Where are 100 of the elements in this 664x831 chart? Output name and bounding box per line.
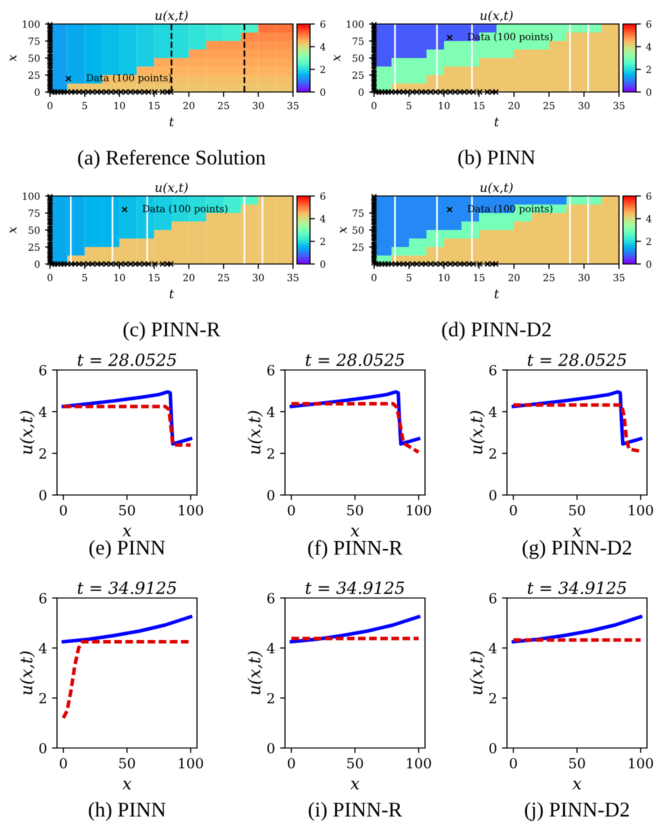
x-tick-label: 20 xyxy=(183,274,194,282)
x-axis-title: t xyxy=(494,118,500,126)
x-tick-label: 20 xyxy=(508,102,520,110)
y-tick-label: 4 xyxy=(488,406,497,417)
x-tick-label: 15 xyxy=(474,102,484,110)
y-tick-label: 100 xyxy=(22,20,40,28)
y-tick-label: 4 xyxy=(266,642,275,654)
y-tick-label: 4 xyxy=(38,406,47,417)
x-tick-label: 0 xyxy=(48,274,52,282)
chart-title: t = 28.0525 xyxy=(528,353,626,366)
x-axis-title: x xyxy=(350,780,360,790)
chart-title: u(x,t) xyxy=(155,10,188,22)
y-axis-title: u(x,t) xyxy=(248,410,263,454)
y-tick-label: 50 xyxy=(352,226,364,234)
x-tick-label: 15 xyxy=(149,274,160,282)
x-tick-label: 0 xyxy=(510,758,517,768)
y-tick-label: 75 xyxy=(28,210,40,217)
x-tick-label: 0 xyxy=(288,504,295,516)
color-bar-label: 2 xyxy=(320,238,325,246)
color-bar-label: 6 xyxy=(646,192,652,200)
y-tick-label: 25 xyxy=(28,71,40,79)
x-axis-title: x xyxy=(572,780,582,790)
x-tick-label: 15 xyxy=(474,274,484,282)
x-tick-label: 50 xyxy=(569,758,585,768)
color-bar-label: 0 xyxy=(320,260,326,268)
x-tick-label: 10 xyxy=(439,102,450,110)
y-tick-label: 100 xyxy=(22,192,40,200)
y-tick-label: 0 xyxy=(39,490,46,500)
color-bar-label: 2 xyxy=(646,66,651,74)
x-tick-label: 25 xyxy=(218,102,230,110)
x-tick-label: 50 xyxy=(119,758,135,768)
chart-title: u(x,t) xyxy=(155,182,188,194)
x-tick-label: 100 xyxy=(179,504,203,516)
x-tick-label: 0 xyxy=(288,758,295,768)
y-tick-label: 75 xyxy=(352,210,364,217)
x-tick-label: 100 xyxy=(407,758,431,768)
y-tick-label: 4 xyxy=(488,642,497,654)
y-axis-title: u(x,t) xyxy=(20,651,35,694)
x-tick-label: 100 xyxy=(629,758,653,768)
color-bar-label: 0 xyxy=(320,88,326,96)
x-tick-label: 25 xyxy=(543,274,554,282)
y-tick-label: 100 xyxy=(346,20,364,28)
y-axis-title: x xyxy=(10,226,16,234)
y-tick-label: 50 xyxy=(352,54,364,62)
x-tick-label: 35 xyxy=(614,102,624,110)
y-tick-label: 4 xyxy=(38,642,47,654)
x-tick-label: 30 xyxy=(578,274,590,282)
x-axis-title: x xyxy=(122,528,132,536)
text: (b) PINN xyxy=(458,150,536,169)
y-tick-label: 2 xyxy=(39,448,46,459)
x-tick-label: 100 xyxy=(629,504,653,516)
x-tick-label: 10 xyxy=(114,274,125,282)
color-bar-label: 6 xyxy=(320,20,326,28)
color-bar-label: 4 xyxy=(320,215,326,222)
y-axis-title: x xyxy=(334,54,340,62)
x-tick-label: 100 xyxy=(407,504,431,516)
chart-title: t = 28.0525 xyxy=(306,353,404,366)
chart-title: u(x,t) xyxy=(480,182,513,194)
y-axis-title: u(x,t) xyxy=(248,651,263,694)
x-tick-label: 35 xyxy=(288,102,298,110)
x-tick-label: 5 xyxy=(406,274,412,282)
chart-title: t = 34.9125 xyxy=(306,581,404,594)
y-tick-label: 6 xyxy=(489,592,496,604)
x-axis-title: t xyxy=(494,290,500,298)
y-tick-label: 6 xyxy=(489,364,496,376)
color-bar-label: 0 xyxy=(646,88,652,96)
x-tick-label: 50 xyxy=(119,504,135,516)
y-tick-label: 0 xyxy=(34,260,40,268)
chart-title: t = 34.9125 xyxy=(78,581,176,594)
x-tick-label: 5 xyxy=(82,102,88,110)
y-tick-label: 6 xyxy=(267,364,274,376)
text: (j) PINN-D2 xyxy=(524,802,629,821)
y-tick-label: 2 xyxy=(489,692,496,704)
y-axis-title: u(x,t) xyxy=(20,410,35,454)
y-tick-label: 6 xyxy=(39,592,46,604)
y-tick-label: 25 xyxy=(352,243,364,251)
chart-title: t = 28.0525 xyxy=(78,353,176,366)
color-bar-label: 4 xyxy=(646,43,652,50)
text: (h) PINN xyxy=(88,802,166,821)
x-axis-title: t xyxy=(170,118,174,126)
y-tick-label: 50 xyxy=(28,54,40,62)
color-bar-label: 2 xyxy=(646,238,651,246)
x-tick-label: 0 xyxy=(60,504,67,516)
y-tick-label: 75 xyxy=(28,38,40,45)
y-axis-title: u(x,t) xyxy=(470,651,485,694)
x-tick-label: 0 xyxy=(372,274,376,282)
chart-title: u(x,t) xyxy=(480,10,513,22)
y-tick-label: 6 xyxy=(39,364,46,376)
x-tick-label: 30 xyxy=(252,102,264,110)
color-bar-label: 4 xyxy=(320,43,326,50)
text: (i) PINN-R xyxy=(308,802,402,821)
color-bar-label: 6 xyxy=(320,192,326,200)
y-axis-title: u(x,t) xyxy=(470,410,485,454)
x-tick-label: 20 xyxy=(508,274,520,282)
text: (g) PINN-D2 xyxy=(522,540,632,559)
y-tick-label: 0 xyxy=(34,88,40,96)
y-tick-label: 0 xyxy=(267,742,274,754)
x-tick-label: 10 xyxy=(114,102,125,110)
x-tick-label: 25 xyxy=(218,274,230,282)
color-bar-label: 2 xyxy=(320,66,325,74)
